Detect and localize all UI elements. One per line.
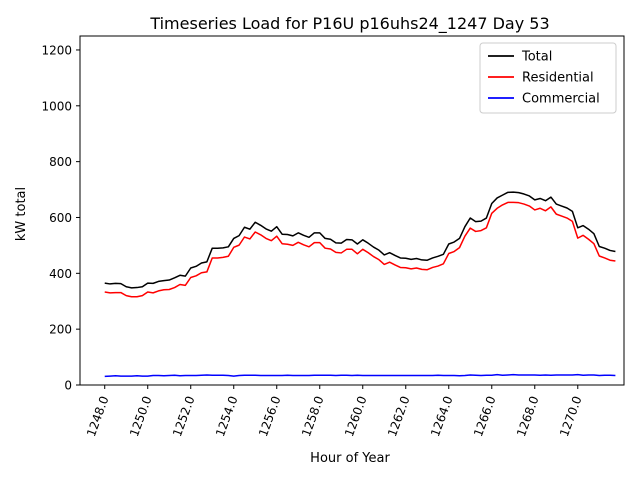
y-tick-label: 1000 — [41, 99, 72, 113]
legend-box — [479, 42, 617, 114]
y-tick-label: 200 — [49, 323, 72, 337]
legend-label-residential: Residential — [522, 71, 594, 86]
series-line-total — [104, 191, 616, 289]
legend: Total Residential Commercial — [479, 42, 617, 114]
y-tick-label: 1200 — [41, 43, 72, 57]
legend-label-total: Total — [521, 50, 552, 65]
y-tick-label: 0 — [64, 379, 72, 393]
y-tick-label: 400 — [49, 267, 72, 281]
series-line-commercial — [104, 373, 616, 378]
legend-label-commercial: Commercial — [522, 92, 600, 107]
axes-frame — [79, 35, 625, 386]
chart-title: Timeseries Load for P16U p16uhs24_1247 D… — [149, 14, 549, 34]
x-axis-label: Hour of Year — [310, 451, 390, 466]
y-tick-label: 600 — [49, 211, 72, 225]
y-axis-label: kW total — [14, 187, 29, 241]
y-tick-label: 800 — [49, 155, 72, 169]
series-line-residential — [104, 201, 616, 298]
